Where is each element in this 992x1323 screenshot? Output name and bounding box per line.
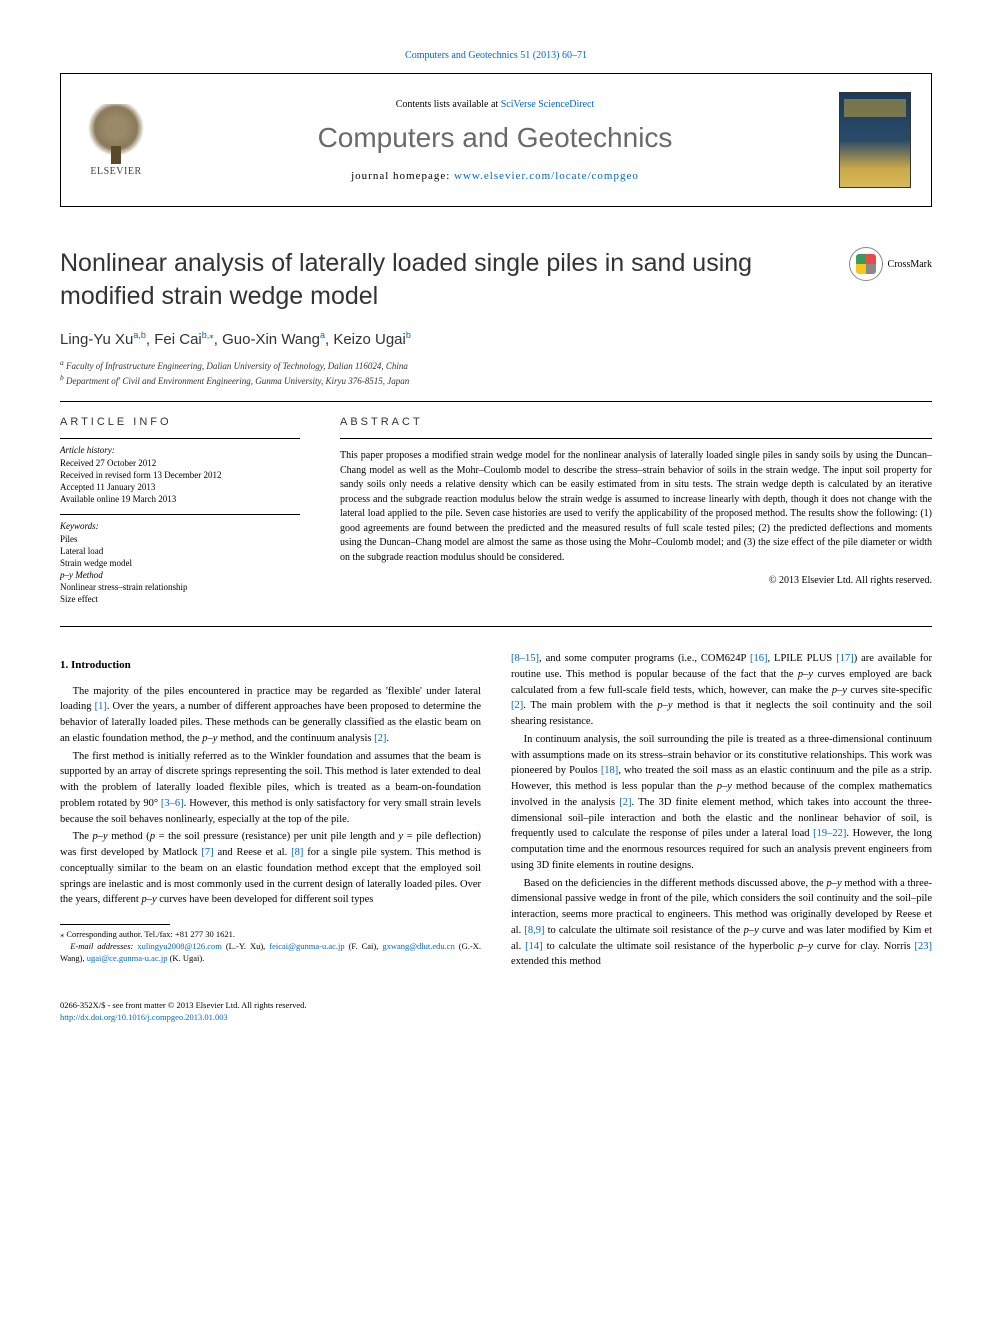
keywords-block: Keywords: Piles Lateral load Strain wedg… <box>60 521 300 604</box>
crossmark-badge[interactable]: CrossMark <box>849 247 932 281</box>
para-6: Based on the deficiencies in the differe… <box>511 876 932 971</box>
aff-link-a[interactable]: a <box>320 330 325 340</box>
section-1-heading: 1. Introduction <box>60 657 481 674</box>
abstract-copyright: © 2013 Elsevier Ltd. All rights reserved… <box>340 575 932 586</box>
keywords-label: Keywords: <box>60 521 300 531</box>
sciencedirect-link[interactable]: SciVerse ScienceDirect <box>501 99 595 110</box>
author-3-aff: a <box>320 330 325 340</box>
info-divider-2 <box>60 514 300 515</box>
accepted-line: Accepted 11 January 2013 <box>60 482 300 492</box>
ref-8-9[interactable]: [8,9] <box>524 925 544 936</box>
affiliations: a Faculty of Infrastructure Engineering,… <box>60 358 932 387</box>
authors-line: Ling-Yu Xua,b, Fei Caib,⁎, Guo-Xin Wanga… <box>60 330 932 348</box>
abstract-heading: ABSTRACT <box>340 416 932 428</box>
contents-prefix: Contents lists available at <box>396 99 501 110</box>
footnotes: ⁎ Corresponding author. Tel./fax: +81 27… <box>60 929 481 965</box>
received-line: Received 27 October 2012 <box>60 458 300 468</box>
divider-top <box>60 401 932 402</box>
kw-1: Lateral load <box>60 546 300 556</box>
article-title: Nonlinear analysis of laterally loaded s… <box>60 247 833 312</box>
aff-link-b2[interactable]: b <box>406 330 411 340</box>
homepage-prefix: journal homepage: <box>351 170 454 182</box>
homepage-link[interactable]: www.elsevier.com/locate/compgeo <box>454 170 639 182</box>
author-3: Guo-Xin Wang <box>222 331 320 348</box>
ref-18[interactable]: [18] <box>601 765 619 776</box>
elsevier-logo: ELSEVIER <box>81 100 151 180</box>
top-citation-link[interactable]: Computers and Geotechnics 51 (2013) 60–7… <box>405 50 587 61</box>
author-4-aff: b <box>406 330 411 340</box>
ref-1[interactable]: [1] <box>95 701 107 712</box>
para-2: The first method is initially referred a… <box>60 749 481 828</box>
author-4: Keizo Ugai <box>333 331 406 348</box>
contents-line: Contents lists available at SciVerse Sci… <box>171 99 819 110</box>
divider-mid <box>60 626 932 627</box>
ref-2c[interactable]: [2] <box>619 797 631 808</box>
author-1-aff: a,b <box>133 330 146 340</box>
abstract-divider <box>340 438 932 439</box>
ref-2a[interactable]: [2] <box>374 733 386 744</box>
kw-5: Size effect <box>60 594 300 604</box>
affiliation-a: a Faculty of Infrastructure Engineering,… <box>60 358 932 373</box>
para-3: The p–y method (p = the soil pressure (r… <box>60 829 481 908</box>
email-3[interactable]: gxwang@dlut.edu.cn <box>382 941 455 951</box>
ref-16[interactable]: [16] <box>750 653 768 664</box>
ref-8[interactable]: [8] <box>291 847 303 858</box>
footnote-rule <box>60 924 170 925</box>
email-2[interactable]: feicai@gunma-u.ac.jp <box>269 941 344 951</box>
meta-abstract-row: ARTICLE INFO Article history: Received 2… <box>60 416 932 606</box>
footer-copyright: 0266-352X/$ - see front matter © 2013 El… <box>60 1000 932 1012</box>
kw-2: Strain wedge model <box>60 558 300 568</box>
corr-mark-link[interactable]: ⁎ <box>209 330 214 340</box>
crossmark-icon <box>849 247 883 281</box>
abstract-text: This paper proposes a modified strain we… <box>340 449 932 565</box>
top-citation: Computers and Geotechnics 51 (2013) 60–7… <box>60 50 932 61</box>
aff-link-ab[interactable]: a,b <box>133 330 146 340</box>
title-row: Nonlinear analysis of laterally loaded s… <box>60 247 932 312</box>
homepage-line: journal homepage: www.elsevier.com/locat… <box>171 170 819 182</box>
history-label: Article history: <box>60 445 300 455</box>
ref-8-15[interactable]: [8–15] <box>511 653 539 664</box>
ref-17[interactable]: [17] <box>836 653 854 664</box>
affiliation-b: b Department of' Civil and Environment E… <box>60 373 932 388</box>
ref-2b[interactable]: [2] <box>511 700 523 711</box>
author-1: Ling-Yu Xu <box>60 331 133 348</box>
para-1: The majority of the piles encountered in… <box>60 684 481 747</box>
journal-name: Computers and Geotechnics <box>171 122 819 154</box>
elsevier-tree-icon <box>86 104 146 164</box>
kw-3: p–y Method <box>60 570 300 580</box>
ref-3-6[interactable]: [3–6] <box>161 798 184 809</box>
author-2-aff: b,⁎ <box>202 330 214 340</box>
ref-23[interactable]: [23] <box>915 941 933 952</box>
doi-link[interactable]: http://dx.doi.org/10.1016/j.compgeo.2013… <box>60 1012 228 1022</box>
header-center: Contents lists available at SciVerse Sci… <box>171 99 819 182</box>
crossmark-label: CrossMark <box>888 259 932 270</box>
ref-14[interactable]: [14] <box>525 941 543 952</box>
email-1[interactable]: xulingyu2008@126.com <box>137 941 222 951</box>
page-root: Computers and Geotechnics 51 (2013) 60–7… <box>0 0 992 1074</box>
author-2: Fei Cai <box>154 331 202 348</box>
journal-header: ELSEVIER Contents lists available at Sci… <box>60 73 932 207</box>
online-line: Available online 19 March 2013 <box>60 494 300 504</box>
corresponding-note: ⁎ Corresponding author. Tel./fax: +81 27… <box>60 929 481 941</box>
email-4[interactable]: ugai@ce.gunma-u.ac.jp <box>87 953 168 963</box>
para-4: [8–15], and some computer programs (i.e.… <box>511 651 932 730</box>
email-note: E-mail addresses: xulingyu2008@126.com (… <box>60 941 481 965</box>
revised-line: Received in revised form 13 December 201… <box>60 470 300 480</box>
page-footer: 0266-352X/$ - see front matter © 2013 El… <box>60 1000 932 1024</box>
elsevier-label: ELSEVIER <box>90 166 141 177</box>
ref-19-22[interactable]: [19–22] <box>813 828 846 839</box>
info-divider-1 <box>60 438 300 439</box>
kw-0: Piles <box>60 534 300 544</box>
article-info-col: ARTICLE INFO Article history: Received 2… <box>60 416 300 606</box>
article-info-heading: ARTICLE INFO <box>60 416 300 428</box>
para-5: In continuum analysis, the soil surround… <box>511 732 932 874</box>
ref-7[interactable]: [7] <box>201 847 213 858</box>
journal-cover-thumb <box>839 92 911 188</box>
abstract-col: ABSTRACT This paper proposes a modified … <box>340 416 932 606</box>
kw-4: Nonlinear stress–strain relationship <box>60 582 300 592</box>
body-columns: 1. Introduction The majority of the pile… <box>60 651 932 970</box>
